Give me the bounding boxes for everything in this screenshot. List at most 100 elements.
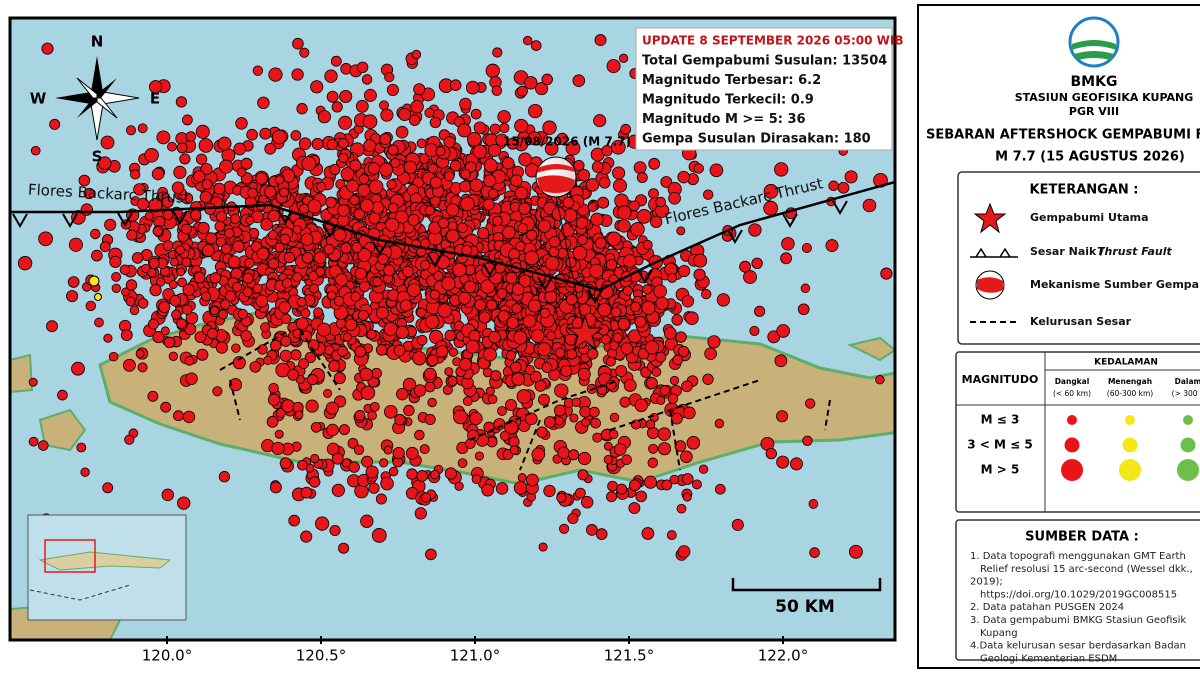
aftershock-dot [259,127,272,140]
aftershock-dot [339,89,353,104]
aftershock-dot [274,429,284,439]
lon-label: 120.5° [296,647,346,665]
aftershock-dot [714,483,726,495]
aftershock-dot [643,475,658,489]
aftershock-dot [420,492,431,503]
aftershock-dot [524,250,540,266]
aftershock-dot [477,227,490,240]
aftershock-dot [68,237,83,252]
aftershock-dot [329,524,341,537]
aftershock-dot [380,476,394,491]
fault-tooth [637,269,653,284]
aftershock-dot [575,216,589,229]
aftershock-dot [308,271,319,282]
aftershock-dot [260,322,271,333]
aftershock-dot [388,202,399,214]
aftershock-dot [452,262,467,278]
aftershock-dot [201,244,215,257]
aftershock-dot [499,122,510,134]
aftershock-dot [704,347,717,361]
aftershock-dot [666,530,677,541]
aftershock-dot [184,356,195,366]
aftershock-dot [108,351,119,362]
aftershock-dot [424,414,436,425]
fault-line [10,180,895,292]
aftershock-dot [102,482,114,494]
aftershock-dot [571,397,582,407]
aftershock-dot [486,299,498,311]
aftershock-dot [805,398,816,409]
legend-item: Sesar Naik / [1030,245,1105,258]
aftershock-dot [98,156,112,170]
aftershock-dot [686,436,701,450]
aftershock-dot [271,129,287,145]
aftershock-dot [278,301,292,314]
aftershock-dot [462,396,473,407]
aftershock-dot [513,330,528,345]
aftershock-dot [563,208,578,223]
aftershock-dot [406,283,421,298]
aftershock-dot [660,176,673,188]
aftershock-dot [648,188,659,199]
aftershock-dot [621,454,632,465]
aftershock-dot [296,103,308,115]
aftershock-dot [296,317,309,331]
aftershock-dot [317,110,331,124]
aftershock-dot [502,157,515,170]
aftershock-dot [495,133,509,147]
aftershock-dot [636,209,652,224]
aftershock-dot [260,218,273,231]
aftershock-dot [383,322,398,337]
aftershock-dot [213,182,226,195]
aftershock-dot [119,264,131,275]
aftershock-dot [425,548,437,561]
aftershock-dot [655,196,666,208]
aftershock-dot [634,315,647,328]
aftershock-dot [196,348,209,361]
aftershock-dot [377,253,389,265]
aftershock-dot [781,237,795,251]
aftershock-dot [527,299,542,313]
source-line: Geologi Kementerian ESDM [980,653,1117,664]
aftershock-dot [316,322,331,337]
aftershock-dot [446,203,460,217]
source-line: 3. Data gempabumi BMKG Stasiun Geofisik [970,615,1186,626]
aftershock-dot [591,161,604,173]
depth-symbol [1177,459,1199,481]
aftershock-dot [294,410,304,420]
aftershock-dot [497,110,511,124]
row-label: M ≤ 3 [981,413,1020,427]
aftershock-dot [681,295,695,308]
aftershock-dot [620,123,632,135]
aftershock-dot [595,528,608,540]
aftershock-dot [612,332,623,343]
aftershock-dot [650,215,663,229]
aftershock-dot [663,326,677,340]
aftershock-dot [523,35,533,46]
aftershock-dot [496,288,508,299]
aftershock-dot [280,313,292,325]
aftershock-dot [271,441,285,455]
aftershock-dot [492,215,503,227]
depth-symbol [1061,459,1083,481]
aftershock-dot [441,276,456,291]
aftershock-dot [299,47,310,58]
aftershock-dot [702,373,714,385]
source-line: 1. Data topografi menggunakan GMT Earth [970,551,1186,562]
aftershock-dot [862,198,877,213]
aftershock-dot [181,257,192,268]
aftershock-dot [524,364,535,375]
aftershock-dot [327,290,337,300]
aftershock-dot [141,263,151,273]
aftershock-dot [218,471,231,483]
aftershock-dot [359,281,371,293]
fault-tooth [277,209,293,224]
aftershock-dot [677,545,691,558]
aftershock-dot [506,137,519,150]
aftershock-dot [197,221,210,235]
aftershock-dot [292,37,304,50]
aftershock-dot [678,345,690,357]
aftershock-dot [577,234,588,246]
aftershock-dot [209,306,220,316]
aftershock-dot [514,118,529,133]
